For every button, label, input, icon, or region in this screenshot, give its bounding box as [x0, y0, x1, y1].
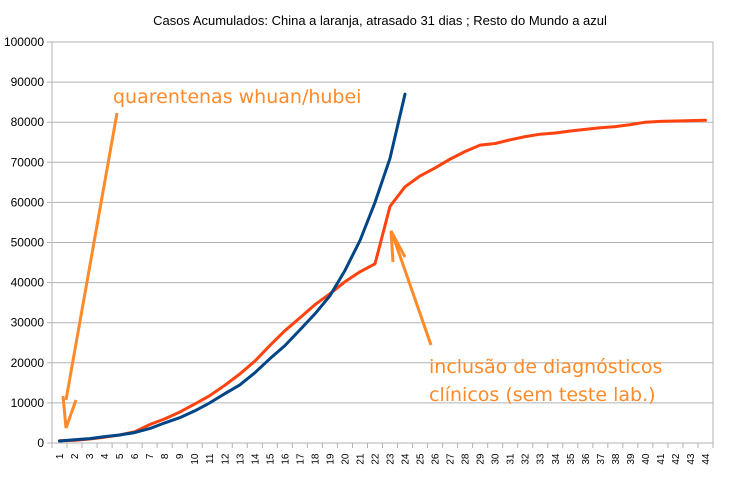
x-tick-label: 5: [115, 453, 126, 459]
series-line-china: [58, 118, 707, 443]
y-tick-label: 40000: [11, 276, 45, 290]
x-tick-label: 2: [70, 453, 81, 459]
x-tick-label: 10: [190, 453, 201, 465]
x-tick-label: 31: [506, 453, 517, 465]
y-tick-label: 90000: [11, 75, 45, 89]
x-tick-label: 21: [355, 453, 366, 465]
annotation-arrows: [61, 112, 433, 429]
x-tick-label: 24: [401, 453, 412, 465]
x-tick-label: 35: [566, 453, 577, 465]
x-tick-label: 14: [250, 453, 261, 465]
series-line-world: [58, 92, 407, 443]
x-tick-label: 15: [265, 453, 276, 465]
x-tick-label: 28: [461, 453, 472, 465]
x-tick-label: 26: [431, 453, 442, 465]
x-tick-label: 27: [446, 453, 457, 465]
x-tick-label: 19: [325, 453, 336, 465]
quarantine-arrow-head: [61, 395, 78, 429]
y-tick-label: 0: [37, 436, 44, 450]
x-tick-label: 8: [160, 453, 171, 459]
x-tick-label: 44: [701, 453, 712, 465]
x-tick-label: 43: [686, 453, 697, 465]
diagnosis-arrow-head: [389, 230, 407, 263]
x-tick-label: 33: [536, 453, 547, 465]
x-tick-label: 17: [295, 453, 306, 465]
x-tick-label: 23: [386, 453, 397, 465]
chart-title: Casos Acumulados: China a laranja, atras…: [153, 13, 607, 28]
x-tick-label: 41: [656, 453, 667, 465]
y-tick-label: 20000: [11, 356, 45, 370]
x-tick-label: 34: [551, 453, 562, 465]
annotation-diagnosis-line1: inclusão de diagnósticos: [429, 356, 662, 378]
x-tick-label: 12: [220, 453, 231, 465]
x-tick-label: 39: [626, 453, 637, 465]
y-tick-label: 10000: [11, 396, 45, 410]
diagnosis-arrow-shaft: [390, 232, 433, 346]
x-axis-ticks: 1 2 3 4 5 6 7 8 9 10 11 12 13 14 15 16 17 18 19 20 21 22 23 24 2…: [55, 453, 712, 465]
x-tick-label: 38: [611, 453, 622, 465]
x-tick-label: 7: [145, 453, 156, 459]
gridlines: [47, 41, 714, 448]
x-tick-label: 29: [476, 453, 487, 465]
y-tick-label: 50000: [11, 236, 45, 250]
x-tick-label: 13: [235, 453, 246, 465]
y-tick-label: 80000: [11, 115, 45, 129]
x-tick-label: 11: [205, 453, 216, 464]
y-tick-label: 100000: [4, 35, 44, 49]
annotation-diagnosis-line2: clínicos (sem teste lab.): [429, 384, 656, 406]
y-tick-label: 60000: [11, 195, 45, 209]
x-tick-label: 3: [85, 453, 96, 459]
x-tick-label: 18: [310, 453, 321, 465]
x-tick-label: 20: [340, 453, 351, 465]
x-tick-label: 9: [175, 453, 186, 459]
x-tick-label: 40: [641, 453, 652, 465]
x-tick-label: 32: [521, 453, 532, 465]
x-tick-label: 16: [280, 453, 291, 465]
x-tick-label: 30: [491, 453, 502, 465]
y-tick-label: 70000: [11, 155, 45, 169]
quarantine-arrow-shaft: [64, 112, 119, 401]
annotation-quarantine: quarentenas whuan/hubei: [113, 86, 361, 108]
y-axis-ticks: 0 10000 20000 30000 40000 50000 60000 70000 8000…: [4, 35, 44, 450]
x-tick-label: 1: [55, 453, 66, 459]
x-tick-label: 37: [596, 453, 607, 465]
x-tick-label: 22: [370, 453, 381, 465]
y-tick-label: 30000: [11, 316, 45, 330]
x-tick-label: 25: [416, 453, 427, 465]
series-lines: [58, 92, 707, 443]
x-tick-label: 42: [671, 453, 682, 465]
x-tick-label: 6: [130, 453, 141, 459]
x-tick-label: 36: [581, 453, 592, 465]
x-tick-label: 4: [100, 453, 111, 459]
